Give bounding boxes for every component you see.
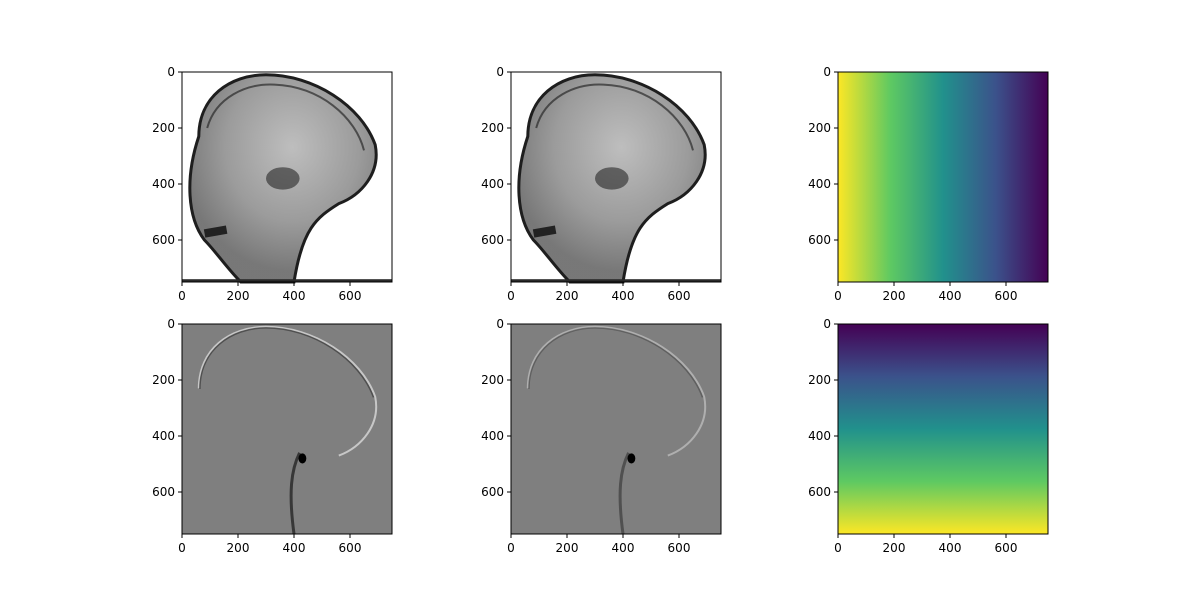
x-tick-label: 400 bbox=[283, 289, 306, 303]
x-tick-label: 0 bbox=[178, 541, 186, 555]
viridis-gradient-image bbox=[838, 72, 1048, 282]
x-tick-label: 600 bbox=[339, 541, 362, 555]
y-tick-label: 600 bbox=[152, 485, 175, 499]
x-tick-label: 200 bbox=[227, 289, 250, 303]
y-tick-label: 0 bbox=[496, 317, 504, 331]
y-tick-label: 600 bbox=[481, 485, 504, 499]
x-tick-label: 0 bbox=[834, 541, 842, 555]
x-tick-label: 400 bbox=[939, 289, 962, 303]
x-tick-label: 600 bbox=[668, 289, 691, 303]
x-tick-label: 200 bbox=[556, 289, 579, 303]
skull-base-shadow bbox=[595, 167, 629, 190]
x-tick-label: 400 bbox=[612, 541, 635, 555]
skull-base-shadow bbox=[266, 167, 300, 190]
y-tick-label: 200 bbox=[152, 121, 175, 135]
skull-edge-highlight bbox=[526, 325, 707, 457]
dark-blob bbox=[627, 453, 636, 464]
x-tick-label: 600 bbox=[995, 541, 1018, 555]
x-tick-label: 400 bbox=[283, 541, 306, 555]
y-tick-label: 200 bbox=[152, 373, 175, 387]
axes-frame bbox=[510, 323, 722, 535]
y-tick-label: 600 bbox=[481, 233, 504, 247]
image-panel-5: 0 200 400 600 0 200 400 600 bbox=[481, 317, 722, 555]
y-tick-label: 200 bbox=[481, 373, 504, 387]
vessel-edge bbox=[618, 452, 630, 535]
y-tick-label: 400 bbox=[152, 429, 175, 443]
y-tick-label: 600 bbox=[152, 233, 175, 247]
y-tick-label: 200 bbox=[808, 373, 831, 387]
y-tick-label: 0 bbox=[823, 317, 831, 331]
dental-object bbox=[203, 225, 228, 238]
x-tick-label: 0 bbox=[834, 289, 842, 303]
skull-edge-shadow bbox=[528, 327, 704, 398]
x-tick-label: 200 bbox=[883, 289, 906, 303]
y-tick-label: 400 bbox=[808, 429, 831, 443]
viridis-gradient-image bbox=[838, 324, 1048, 534]
x-tick-label: 0 bbox=[507, 289, 515, 303]
x-tick-label: 0 bbox=[178, 289, 186, 303]
image-bottom-band bbox=[511, 279, 721, 282]
skull-inner-edge bbox=[535, 83, 694, 151]
axes-frame bbox=[181, 323, 393, 535]
x-tick-label: 600 bbox=[668, 541, 691, 555]
x-tick-label: 600 bbox=[339, 289, 362, 303]
image-bottom-band bbox=[182, 279, 392, 282]
image-background bbox=[182, 324, 392, 534]
y-tick-label: 0 bbox=[496, 65, 504, 79]
x-tick-label: 200 bbox=[227, 541, 250, 555]
skull-edge-shadow bbox=[199, 327, 375, 398]
skull-inner-edge bbox=[206, 83, 365, 151]
image-panel-1: 0 200 400 600 0 200 400 600 bbox=[152, 65, 393, 303]
image-panel-6: 0 200 400 600 0 200 400 600 bbox=[808, 317, 1049, 555]
y-tick-label: 400 bbox=[481, 177, 504, 191]
x-tick-label: 200 bbox=[883, 541, 906, 555]
image-panel-3: 0 200 400 600 0 200 400 600 bbox=[808, 65, 1049, 303]
y-tick-label: 200 bbox=[808, 121, 831, 135]
x-tick-label: 200 bbox=[556, 541, 579, 555]
image-panel-2: 0 200 400 600 0 200 400 600 bbox=[481, 65, 722, 303]
image-background bbox=[511, 324, 721, 534]
skull-edge-highlight bbox=[197, 325, 378, 457]
y-tick-label: 600 bbox=[808, 233, 831, 247]
x-tick-label: 600 bbox=[995, 289, 1018, 303]
y-tick-label: 400 bbox=[808, 177, 831, 191]
dark-blob bbox=[298, 453, 307, 464]
axes-frame bbox=[181, 71, 393, 283]
image-panel-4: 0 200 400 600 0 200 400 600 bbox=[152, 317, 393, 555]
x-tick-label: 400 bbox=[939, 541, 962, 555]
x-tick-label: 400 bbox=[612, 289, 635, 303]
axes-frame bbox=[837, 323, 1049, 535]
y-tick-label: 600 bbox=[808, 485, 831, 499]
y-tick-label: 200 bbox=[481, 121, 504, 135]
y-tick-label: 400 bbox=[481, 429, 504, 443]
y-tick-label: 0 bbox=[167, 65, 175, 79]
y-tick-label: 0 bbox=[167, 317, 175, 331]
dental-object bbox=[532, 225, 557, 238]
axes-frame bbox=[837, 71, 1049, 283]
vessel-edge bbox=[289, 452, 301, 535]
x-tick-label: 0 bbox=[507, 541, 515, 555]
y-tick-label: 400 bbox=[152, 177, 175, 191]
y-tick-label: 0 bbox=[823, 65, 831, 79]
axes-frame bbox=[510, 71, 722, 283]
